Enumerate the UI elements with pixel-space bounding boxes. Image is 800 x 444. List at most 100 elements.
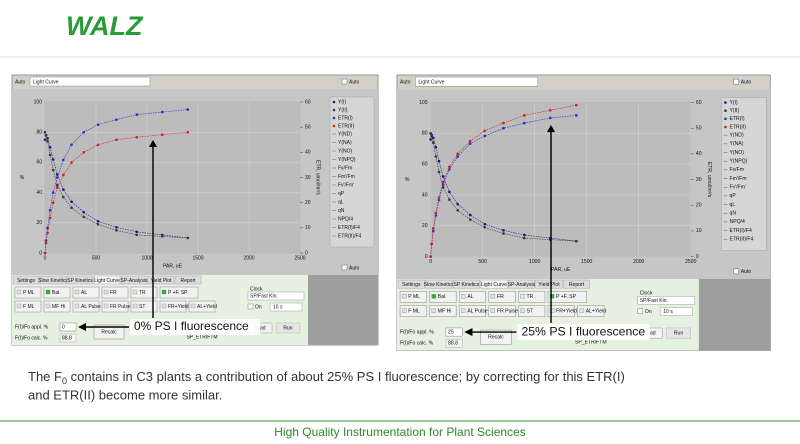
control-button[interactable]	[72, 300, 100, 313]
x-tick-label: 2500	[294, 255, 305, 261]
auto-checkbox[interactable]	[733, 78, 739, 85]
recalc-button[interactable]	[93, 324, 125, 340]
y2-tick-label: 0	[305, 250, 308, 256]
control-button[interactable]	[518, 290, 546, 303]
control-button[interactable]	[130, 300, 158, 313]
control-button[interactable]	[159, 300, 187, 313]
control-button[interactable]	[399, 290, 427, 303]
control-button[interactable]	[72, 286, 100, 299]
chart-auto-checkbox[interactable]	[341, 264, 348, 271]
button-label: FR+Yield	[556, 308, 577, 314]
button-led	[520, 294, 525, 299]
legend-marker	[332, 100, 336, 104]
logo: WALZ	[66, 11, 144, 41]
run-button[interactable]	[666, 327, 691, 339]
control-button[interactable]	[14, 286, 42, 299]
button-label: MF Hi	[438, 308, 452, 314]
control-button[interactable]	[488, 305, 516, 317]
data-point	[441, 180, 445, 184]
y-tick-label: 80	[36, 130, 42, 136]
data-point	[55, 186, 59, 189]
legend-marker	[724, 117, 727, 121]
data-point	[430, 242, 434, 246]
button-led	[16, 289, 22, 295]
chart-auto-label: Auto	[741, 269, 752, 275]
view-dropdown[interactable]	[415, 76, 539, 87]
data-point	[115, 229, 118, 232]
control-button[interactable]	[43, 300, 71, 313]
tab[interactable]	[397, 279, 425, 289]
data-point	[483, 134, 487, 138]
control-button[interactable]	[399, 305, 427, 317]
data-point	[468, 213, 472, 217]
button-label: FR+Yield	[168, 304, 189, 310]
tab[interactable]	[425, 279, 453, 289]
clock-mode-dropdown[interactable]	[247, 291, 305, 301]
control-button[interactable]	[14, 300, 42, 313]
fi-appl-input[interactable]	[59, 322, 77, 332]
tab[interactable]	[120, 275, 148, 285]
control-button[interactable]	[130, 286, 158, 299]
y2-tick-label: 0	[696, 254, 699, 260]
control-button[interactable]	[458, 290, 486, 303]
tab[interactable]	[93, 275, 121, 285]
data-point	[96, 223, 100, 226]
clock-on-checkbox[interactable]	[637, 308, 644, 314]
control-button[interactable]	[159, 286, 199, 299]
button-label: AL+Yield	[586, 308, 607, 314]
legend-label: ETR(II)/F4	[730, 237, 754, 243]
tab[interactable]	[12, 275, 40, 285]
control-button[interactable]	[43, 286, 71, 299]
tab-label: Report	[569, 282, 585, 288]
data-point	[574, 239, 578, 243]
tab[interactable]	[563, 279, 590, 289]
run-button[interactable]	[275, 322, 301, 334]
y-tick-label: 20	[36, 220, 42, 226]
clock-mode-dropdown[interactable]	[637, 296, 696, 305]
view-dropdown[interactable]	[29, 76, 151, 87]
tab[interactable]	[535, 279, 563, 289]
control-button[interactable]	[577, 305, 605, 317]
fi-appl-input[interactable]	[445, 327, 463, 337]
control-button[interactable]	[518, 305, 546, 317]
data-point	[46, 226, 49, 230]
control-button[interactable]	[547, 305, 575, 317]
legend-label: Y(II)	[730, 108, 740, 114]
clock-on-label: On	[645, 309, 652, 315]
control-button[interactable]	[188, 300, 216, 313]
auto-checkbox[interactable]	[341, 78, 348, 85]
control-button[interactable]	[101, 300, 129, 313]
clock-interval-dropdown[interactable]	[659, 307, 694, 316]
tab[interactable]	[147, 275, 175, 285]
fi-calc-field	[445, 338, 463, 348]
recalc-button[interactable]	[480, 329, 512, 345]
control-button[interactable]	[429, 305, 457, 317]
legend-label: Y(I)	[730, 100, 739, 106]
tab[interactable]	[480, 279, 508, 289]
data-point	[186, 108, 190, 111]
chart-auto-checkbox[interactable]	[733, 268, 739, 275]
tab[interactable]	[452, 279, 480, 289]
legend-label: Fm'/Fm	[338, 174, 355, 180]
legend-label: ETR(I)/F4	[338, 225, 360, 231]
tab-label: Settings	[402, 282, 421, 288]
control-button[interactable]	[101, 286, 129, 299]
legend-label: Fm'/Fm	[730, 176, 747, 182]
control-button[interactable]	[458, 305, 486, 317]
clock-on-checkbox[interactable]	[247, 303, 254, 310]
control-button[interactable]	[488, 290, 516, 303]
clock-interval-dropdown[interactable]	[269, 302, 303, 312]
legend-box	[329, 96, 375, 248]
control-button[interactable]	[429, 290, 457, 303]
data-point	[70, 200, 73, 203]
legend-label: Y(I)	[338, 99, 346, 105]
tab[interactable]	[66, 275, 94, 285]
tab[interactable]	[39, 275, 67, 285]
control-button[interactable]	[547, 290, 587, 303]
legend-box	[721, 97, 767, 251]
tab[interactable]	[174, 275, 202, 285]
tab[interactable]	[507, 279, 535, 289]
legend-marker	[332, 108, 336, 112]
